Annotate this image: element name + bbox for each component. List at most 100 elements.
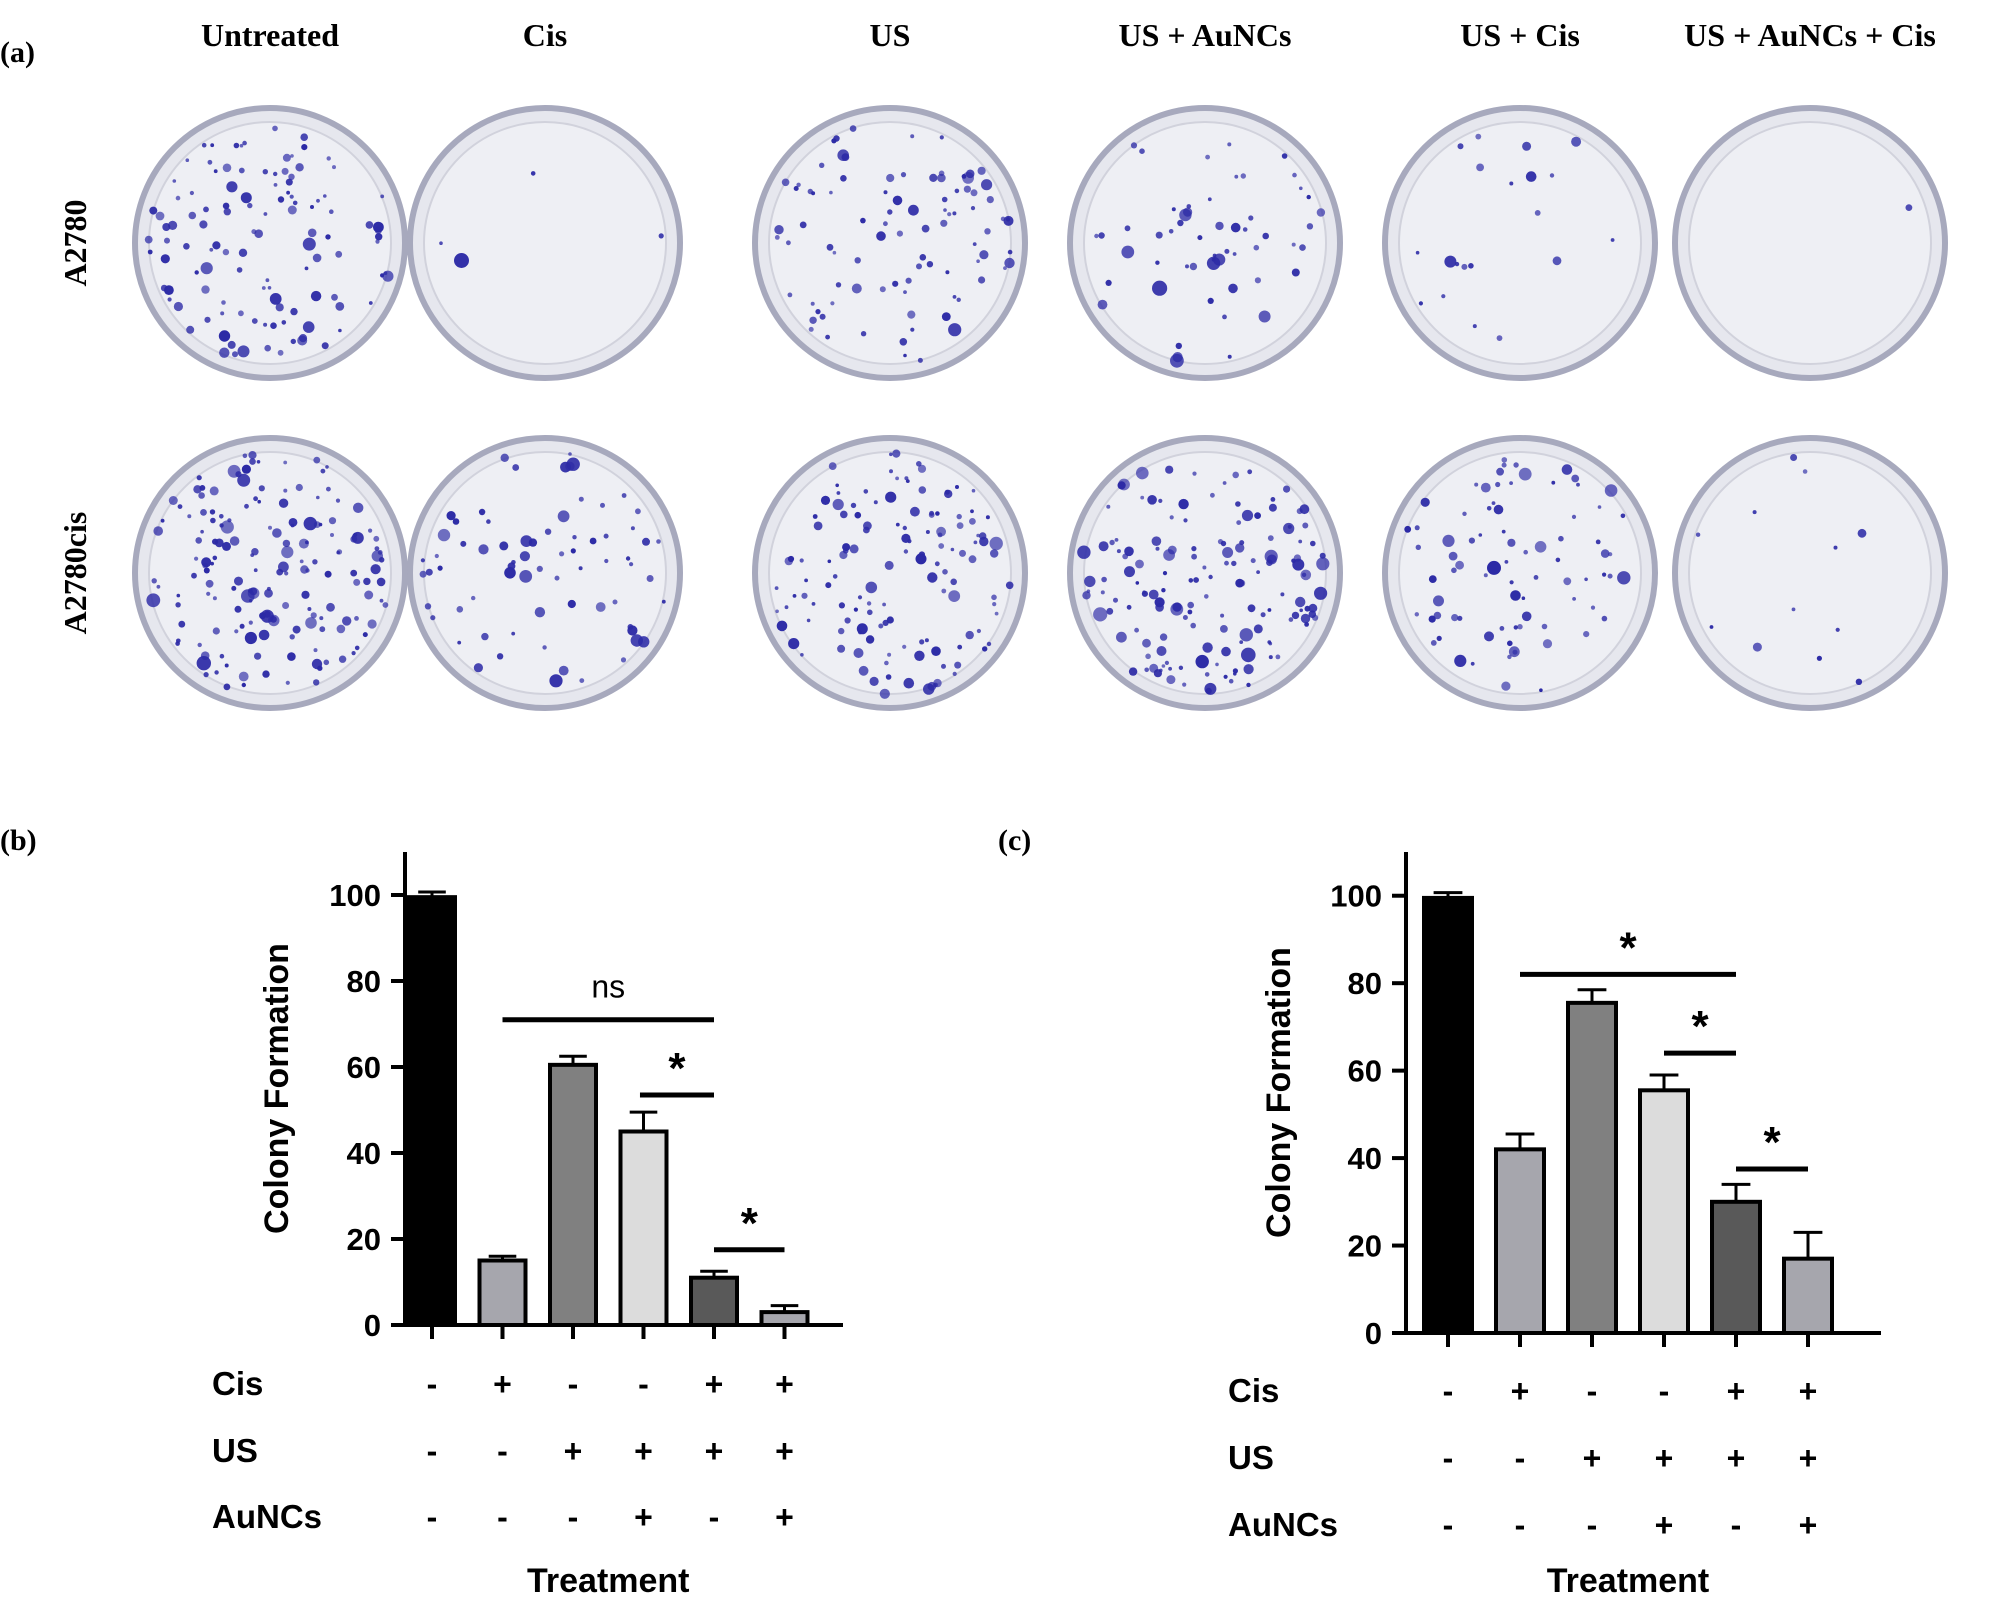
colony-dot [1291, 242, 1296, 247]
colony-dot [558, 665, 569, 676]
colony-dot [1709, 625, 1714, 629]
treatment-sign: + [705, 1366, 724, 1402]
colony-dot [799, 221, 807, 229]
colony-dot [326, 486, 331, 492]
colony-dot [1267, 535, 1274, 541]
colony-dot [1135, 559, 1144, 569]
colony-dot [1428, 575, 1437, 583]
colony-dot [203, 672, 209, 678]
colony-dot [1189, 262, 1198, 271]
colony-dot [1192, 471, 1197, 476]
colony-dot [1319, 552, 1326, 559]
colony-dot [187, 514, 192, 519]
colony-dot [929, 173, 938, 182]
colony-dot [1576, 482, 1580, 487]
colony-dot [1128, 667, 1138, 676]
colony-dot [328, 517, 337, 525]
colony-dot [1217, 539, 1224, 545]
colony-dot [519, 551, 531, 562]
colony-dot [879, 688, 890, 699]
colony-dot [1444, 255, 1457, 268]
colony-dot [916, 263, 922, 270]
colony-dot [1005, 217, 1011, 222]
colony-dot [1142, 590, 1146, 594]
colony-dot [519, 570, 533, 583]
colony-dot [534, 607, 546, 618]
colony-dot [207, 159, 213, 165]
colony-dot [1238, 579, 1246, 587]
colony-dot [1584, 577, 1588, 582]
colony-dot [153, 526, 163, 536]
y-axis-label: Colony Formation [258, 943, 296, 1234]
colony-dot [219, 347, 230, 358]
colony-dot [1298, 539, 1303, 544]
colony-dot [981, 179, 993, 191]
colony-dot [354, 645, 360, 651]
colony-dot [984, 228, 991, 235]
colony-dot [1231, 560, 1237, 567]
colony-dot [277, 349, 284, 356]
colony-dot [1164, 660, 1169, 666]
colony-dot [935, 511, 940, 516]
colony-dot [250, 553, 255, 557]
colony-dot [775, 609, 779, 614]
colony-dot [1223, 674, 1228, 679]
colony-dot [239, 143, 244, 148]
colony-dot [214, 538, 224, 548]
colony-dot [959, 549, 966, 557]
colony-dot [917, 464, 927, 473]
colony-dot [776, 620, 788, 632]
colony-dot [326, 602, 335, 612]
colony-dot [272, 125, 278, 132]
colony-dot [376, 577, 386, 587]
x-axis-label: Treatment [1547, 1562, 1710, 1600]
colony-dot [1185, 264, 1189, 269]
colony-dot [976, 259, 980, 264]
colony-dot [1232, 668, 1238, 674]
colony-dot [646, 575, 654, 582]
treatment-sign: + [775, 1499, 794, 1535]
significance-label: * [668, 1044, 686, 1093]
colony-dot [630, 634, 643, 647]
colony-dot [578, 496, 584, 502]
colony-dot [567, 599, 576, 609]
colony-dot [979, 532, 987, 540]
colony-dot [1561, 464, 1573, 475]
colony-dot [1517, 624, 1523, 630]
treatment-sign: + [1799, 1440, 1818, 1476]
colony-dot [325, 234, 331, 240]
colony-dot [172, 179, 177, 183]
colony-dot [175, 602, 181, 608]
colony-dot [642, 537, 650, 546]
colony-dot [1232, 252, 1237, 256]
colony-dish [1382, 435, 1658, 711]
colony-dot [892, 449, 901, 458]
colony-dot [1442, 534, 1455, 548]
colony-dot [957, 644, 963, 650]
colony-dot [1222, 481, 1227, 485]
column-header: US + AuNCs + Cis [1684, 17, 1936, 53]
colony-dot [1316, 557, 1330, 571]
colony-dot [849, 544, 859, 554]
colony-dot [146, 593, 161, 608]
colony-dot [1144, 667, 1149, 673]
dish-inner [148, 121, 392, 365]
colony-dish [752, 105, 1028, 381]
colony-dot [1005, 581, 1014, 590]
colony-dot [430, 615, 436, 621]
colony-dot [512, 464, 520, 471]
colony-dot [941, 588, 947, 594]
colony-dot [854, 511, 862, 519]
colony-dot [212, 596, 217, 601]
colony-dot [1121, 245, 1135, 259]
treatment-row-label: US [212, 1432, 258, 1469]
colony-dot [994, 611, 999, 616]
colony-dot [201, 285, 210, 294]
colony-dot [335, 498, 341, 503]
colony-dot [856, 623, 868, 635]
colony-dot [887, 652, 892, 657]
colony-dot [368, 528, 373, 533]
colony-dot [1451, 614, 1459, 622]
colony-dot [338, 655, 347, 663]
colony-dot [950, 547, 955, 552]
